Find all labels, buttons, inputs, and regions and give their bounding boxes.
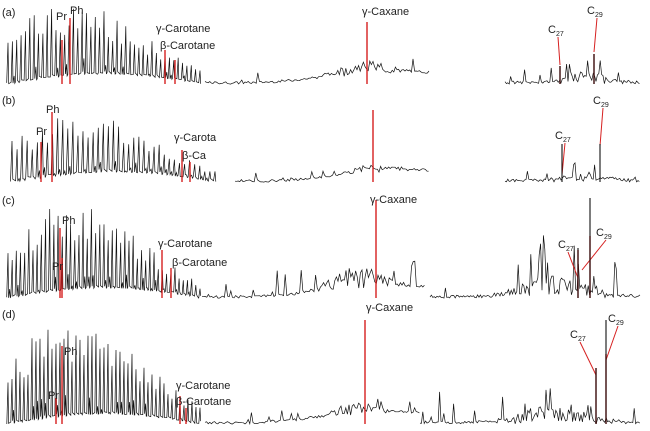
- panel-label-1: (b): [2, 95, 15, 107]
- a-steranes-label-0: C27: [548, 24, 564, 38]
- d-alkanes-label-1: Pr: [48, 390, 59, 402]
- c-steranes-leader-0: [567, 251, 579, 279]
- d-alkanes-label-2: γ-Carotane: [176, 380, 230, 392]
- d-steranes-label-1: C29: [608, 313, 624, 327]
- b-alkanes-label-2: γ-Carota: [174, 132, 217, 144]
- a-terpanes-label-0: γ-Caxane: [362, 6, 409, 18]
- d-alkanes-label-0: Ph: [64, 346, 77, 358]
- a-alkanes-label-1: Ph: [70, 5, 83, 17]
- b-terpanes-trace: [234, 164, 429, 183]
- b-steranes-label-1: C29: [593, 95, 609, 109]
- c-steranes-trace: [429, 235, 641, 299]
- b-alkanes-label-0: Pr: [36, 126, 47, 138]
- c-terpanes-trace: [201, 260, 425, 299]
- c-alkanes-label-1: Pr: [52, 261, 63, 273]
- a-alkanes-trace: [6, 8, 202, 85]
- d-steranes-leader-0: [579, 341, 597, 376]
- c-steranes-label-0: C27: [558, 239, 574, 253]
- a-alkanes-label-2: γ-Carotane: [156, 23, 210, 35]
- b-steranes-trace: [504, 162, 640, 183]
- c-alkanes-label-2: γ-Carotane: [158, 238, 212, 250]
- b-alkanes-trace: [10, 118, 217, 183]
- d-terpanes-label-0: γ-Caxane: [366, 302, 413, 314]
- a-steranes-leader-1: [593, 17, 598, 53]
- c-steranes-label-1: C29: [596, 227, 612, 241]
- c-alkanes-label-0: Ph: [62, 215, 75, 227]
- c-steranes-leader-1: [581, 239, 607, 271]
- b-alkanes-label-1: Ph: [46, 104, 59, 116]
- panel-label-0: (a): [2, 7, 15, 19]
- b-steranes-label-0: C27: [555, 130, 571, 144]
- c-alkanes-trace: [6, 208, 201, 299]
- d-terpanes-trace: [204, 398, 420, 426]
- a-alkanes-label-3: β-Carotane: [160, 40, 215, 52]
- c-alkanes-label-3: β-Carotane: [172, 257, 227, 269]
- a-terpanes-trace: [204, 58, 430, 85]
- b-steranes-leader-1: [599, 107, 604, 147]
- d-alkanes-trace: [6, 329, 201, 425]
- a-steranes-label-1: C29: [587, 5, 603, 19]
- b-alkanes-label-3: β-Ca: [182, 150, 207, 162]
- a-steranes-leader-0: [557, 36, 561, 66]
- panel-label-2: (c): [2, 195, 15, 207]
- d-alkanes-label-3: β-Carotane: [176, 396, 231, 408]
- a-alkanes-label-0: Pr: [56, 11, 67, 23]
- c-terpanes-label-0: γ-Caxane: [370, 194, 417, 206]
- panel-label-3: (d): [2, 309, 15, 321]
- d-steranes-label-0: C27: [570, 329, 586, 343]
- d-steranes-trace: [419, 388, 641, 425]
- a-steranes-trace: [504, 60, 640, 85]
- d-steranes-leader-1: [605, 325, 619, 361]
